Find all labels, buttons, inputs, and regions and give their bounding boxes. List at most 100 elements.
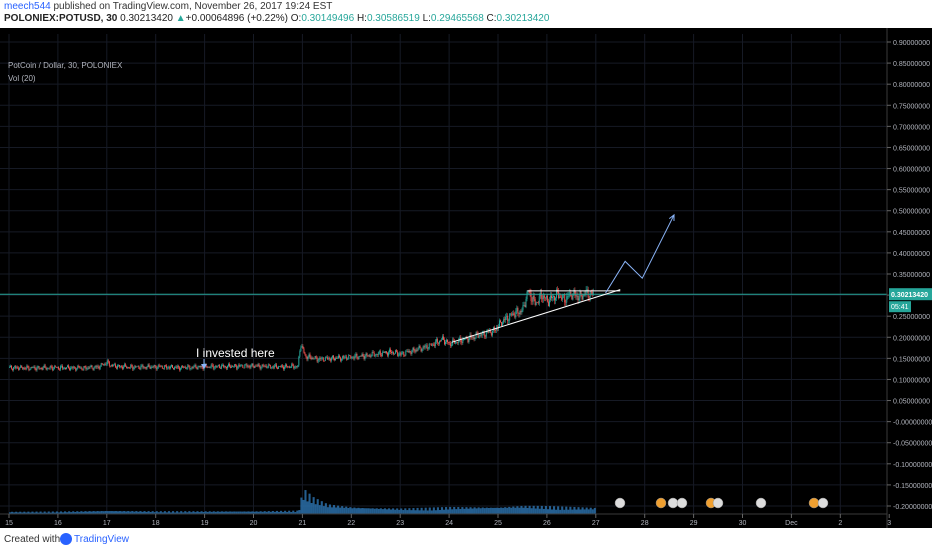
candle-body [510,313,512,315]
volume-bar [565,506,568,514]
volume-bar [59,511,63,514]
candle-body [369,354,371,357]
candle-body [562,294,564,300]
candle-body [267,364,269,368]
author-link[interactable]: meech544 [4,1,51,12]
volume-bar [102,511,105,514]
candle-body [126,366,128,369]
candle-body [545,295,547,299]
volume-bar [512,506,515,514]
candle-body [392,352,394,353]
candle-body [21,365,23,368]
volume-bar [64,511,67,514]
volume-bar [540,505,543,514]
candle-body [395,350,397,354]
candle-body [37,366,39,368]
candle-body [299,351,301,357]
volume-bar [210,511,213,514]
earnings-event-icon [755,497,767,509]
candle-body [438,340,440,344]
candle-body [207,366,209,368]
candle-body [512,313,514,316]
candle-body [270,367,272,368]
candle-body [292,364,294,366]
candle-body [80,367,82,369]
candle-body [133,368,135,370]
volume-bar [451,509,454,514]
candle-body [189,365,191,369]
volume-bar [404,508,407,514]
candle-body [571,295,573,300]
candle-body [227,366,229,369]
candle-body [114,364,116,368]
volume-bar [410,510,413,514]
candle-body [254,365,256,368]
candle-body [163,365,165,369]
candle-body [193,366,195,368]
candle-body [23,368,25,370]
candle-body [286,364,288,367]
volume-bar [514,507,517,514]
candle-body [375,354,377,356]
candle-body [401,352,403,355]
price-tick-label: 0.10000000 [893,377,930,384]
volume-indicator-label[interactable]: Vol (20) [8,74,36,83]
volume-bar [229,511,232,514]
candle-body [428,343,430,349]
candle-body [414,350,416,352]
candle-body [520,311,522,313]
candle-body [157,365,159,368]
candle-body [515,311,517,318]
candle-body [127,367,129,369]
candle-body [159,366,161,368]
candle-body [119,364,121,367]
volume-bar [473,507,476,514]
created-with-text: Created with [4,534,61,545]
candle-body [75,367,77,371]
candle-body [532,295,534,302]
volume-bar [398,509,401,514]
volume-bar [137,511,140,514]
candle-body [453,339,455,341]
volume-bar [583,509,586,514]
volume-bar [259,511,262,514]
volume-bar [90,511,93,514]
candle-body [236,365,238,369]
candle-body [424,346,426,348]
candle-body [296,366,298,367]
volume-bar [33,512,36,514]
volume-bar [110,511,113,514]
candle-body [546,295,548,302]
tradingview-brand-link[interactable]: TradingView [74,534,130,545]
candle-body [435,339,437,342]
volume-bar [345,506,348,514]
earnings-event-icon [667,497,679,509]
candle-body [44,365,46,368]
volume-bar [302,499,305,514]
price-tick-label: -0.10000000 [893,462,932,469]
volume-bar [434,510,437,514]
candle-body [100,363,102,367]
price-chart[interactable]: I invested here 0.90000000 0.85000000 0.80… [0,28,932,528]
chart-panel[interactable]: I invested here 0.90000000 0.85000000 0.80… [0,28,932,528]
candle-body [487,331,489,333]
candle-body [318,358,320,361]
candle-body [504,319,506,321]
price-tick-label: 0.15000000 [893,356,930,363]
volume-bar [424,507,427,514]
volume-bar [559,509,562,514]
candle-body [454,340,456,344]
candle-body [346,356,348,360]
candle-body [118,364,120,366]
candle-body [28,366,30,370]
candle-body [472,336,474,338]
volume-bar [357,507,360,514]
volume-bar [245,511,248,514]
candle-body [238,365,240,368]
earnings-event-icon [712,497,724,509]
volume-bar [231,511,234,514]
candle-body [360,356,362,357]
candle-body [314,356,316,359]
candle-body [261,364,263,367]
candle-body [399,353,401,355]
